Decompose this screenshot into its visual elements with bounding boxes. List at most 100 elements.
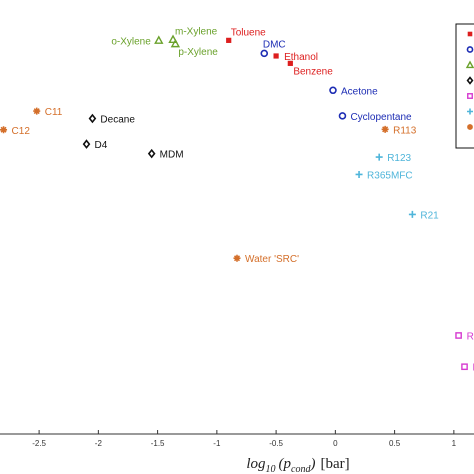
marker-square-dot: [226, 37, 232, 43]
marker-plus: [467, 108, 473, 115]
point-label: R113: [393, 125, 417, 136]
data-point: Decane: [88, 113, 135, 125]
marker-diamond: [88, 113, 97, 124]
data-point: o-Xylene: [111, 35, 164, 47]
x-tick-label: -1.5: [151, 439, 165, 448]
marker-plus: [355, 170, 363, 178]
data-point: C12: [0, 126, 30, 137]
point-label: R12: [473, 363, 474, 374]
marker-square-dot: [287, 60, 293, 66]
marker-square: [455, 332, 462, 339]
data-point: C11: [33, 107, 63, 118]
x-tick-label: -1: [213, 439, 221, 448]
point-label: Cyclopentane: [350, 112, 412, 123]
legend-entry: [467, 31, 473, 37]
x-axis-label: log10 (pcond) [bar]: [246, 456, 349, 474]
legend: [455, 23, 474, 149]
marker-triangle: [168, 34, 178, 43]
marker-plus: [408, 210, 416, 218]
point-label: Benzene: [293, 66, 333, 77]
data-point: R21: [408, 210, 439, 221]
data-points: o-Xylene m-Xylene p-Xylene Toluene Ethanol Be…: [0, 26, 474, 374]
marker-asterisk: [33, 107, 41, 115]
marker-asterisk: [381, 125, 389, 133]
x-axis-label-unit: [bar]: [320, 456, 349, 472]
marker-triangle: [170, 38, 181, 48]
data-point: R365MFC: [355, 170, 413, 181]
legend-entry: [466, 76, 474, 85]
legend-box: [455, 23, 474, 149]
series-square: R12 R12: [455, 331, 474, 374]
data-point: Cyclopentane: [338, 112, 412, 123]
legend-entry: [465, 60, 474, 69]
marker-diamond: [466, 76, 474, 85]
data-point: R12: [461, 363, 474, 374]
data-point: R123: [375, 153, 412, 164]
legend-entry: [467, 93, 473, 99]
point-label: C11: [45, 107, 63, 118]
point-label: Ethanol: [284, 52, 318, 63]
point-label: R123: [387, 153, 411, 164]
x-tick-label: -0.5: [269, 439, 283, 448]
point-label: m-Xylene: [175, 26, 218, 37]
data-point: Water 'SRC': [233, 254, 299, 265]
series-plus: R123 R365MFC R21: [355, 153, 439, 221]
x-axis-label-log: log: [246, 456, 266, 472]
marker-square-dot: [467, 31, 473, 37]
series-square-dot: Toluene Ethanol Benzene: [226, 27, 333, 77]
legend-entry: [466, 46, 474, 53]
x-tick-label: 0.5: [389, 439, 401, 448]
data-point: Toluene: [226, 27, 266, 43]
data-point: m-Xylene: [168, 26, 218, 43]
data-point: MDM: [147, 148, 184, 161]
x-axis-label-cond: cond: [291, 464, 311, 474]
data-point: Ethanol: [273, 52, 318, 63]
series-diamond: Decane D4 MDM: [82, 113, 184, 161]
point-label: Water 'SRC': [245, 254, 299, 265]
marker-circle: [338, 112, 347, 120]
point-label: Acetone: [341, 86, 378, 97]
marker-diamond: [82, 139, 91, 149]
point-label: Decane: [100, 114, 135, 125]
x-axis-label-base: 10: [266, 464, 276, 474]
x-tick-label: 1: [452, 439, 457, 448]
x-axis-label-close: ): [309, 456, 315, 472]
data-point: R12: [455, 331, 474, 342]
data-point: DMC: [260, 39, 286, 58]
marker-circle: [260, 49, 269, 58]
marker-asterisk: [0, 126, 8, 134]
legend-entry: [467, 124, 473, 130]
series-triangle: o-Xylene m-Xylene p-Xylene: [111, 26, 218, 57]
point-label: MDM: [160, 150, 184, 161]
legend-entry: [467, 108, 473, 115]
data-point: p-Xylene: [170, 38, 218, 58]
point-label: C12: [12, 126, 31, 137]
point-label: R365MFC: [367, 170, 413, 181]
marker-plus: [375, 153, 383, 161]
marker-asterisk: [467, 124, 473, 130]
marker-circle: [466, 46, 474, 53]
marker-square-dot: [273, 53, 279, 59]
x-axis-label-paren: (p: [279, 456, 292, 472]
point-label: o-Xylene: [111, 36, 151, 47]
series-asterisk: C11 C12 R113 Water 'SRC': [0, 107, 417, 265]
x-tick-label: -2: [95, 439, 103, 448]
marker-square: [461, 363, 468, 371]
marker-diamond: [147, 148, 156, 159]
series-circle: DMC Acetone Cyclopentane: [260, 39, 412, 123]
point-label: Toluene: [231, 27, 266, 38]
plot-axes: -2.5 -2 -1.5 -1 -0.5 0 0.5 1: [0, 430, 474, 448]
point-label: R21: [420, 210, 439, 221]
point-label: p-Xylene: [178, 47, 218, 58]
marker-circle: [329, 86, 337, 95]
point-label: R12: [467, 331, 474, 342]
data-point: Benzene: [287, 60, 333, 77]
data-point: D4: [82, 139, 108, 151]
marker-square: [467, 93, 473, 99]
x-tick-label: -2.5: [32, 439, 46, 448]
marker-triangle: [465, 60, 474, 69]
marker-triangle: [154, 35, 164, 44]
data-point: Acetone: [329, 86, 378, 97]
data-point: R113: [381, 125, 417, 136]
